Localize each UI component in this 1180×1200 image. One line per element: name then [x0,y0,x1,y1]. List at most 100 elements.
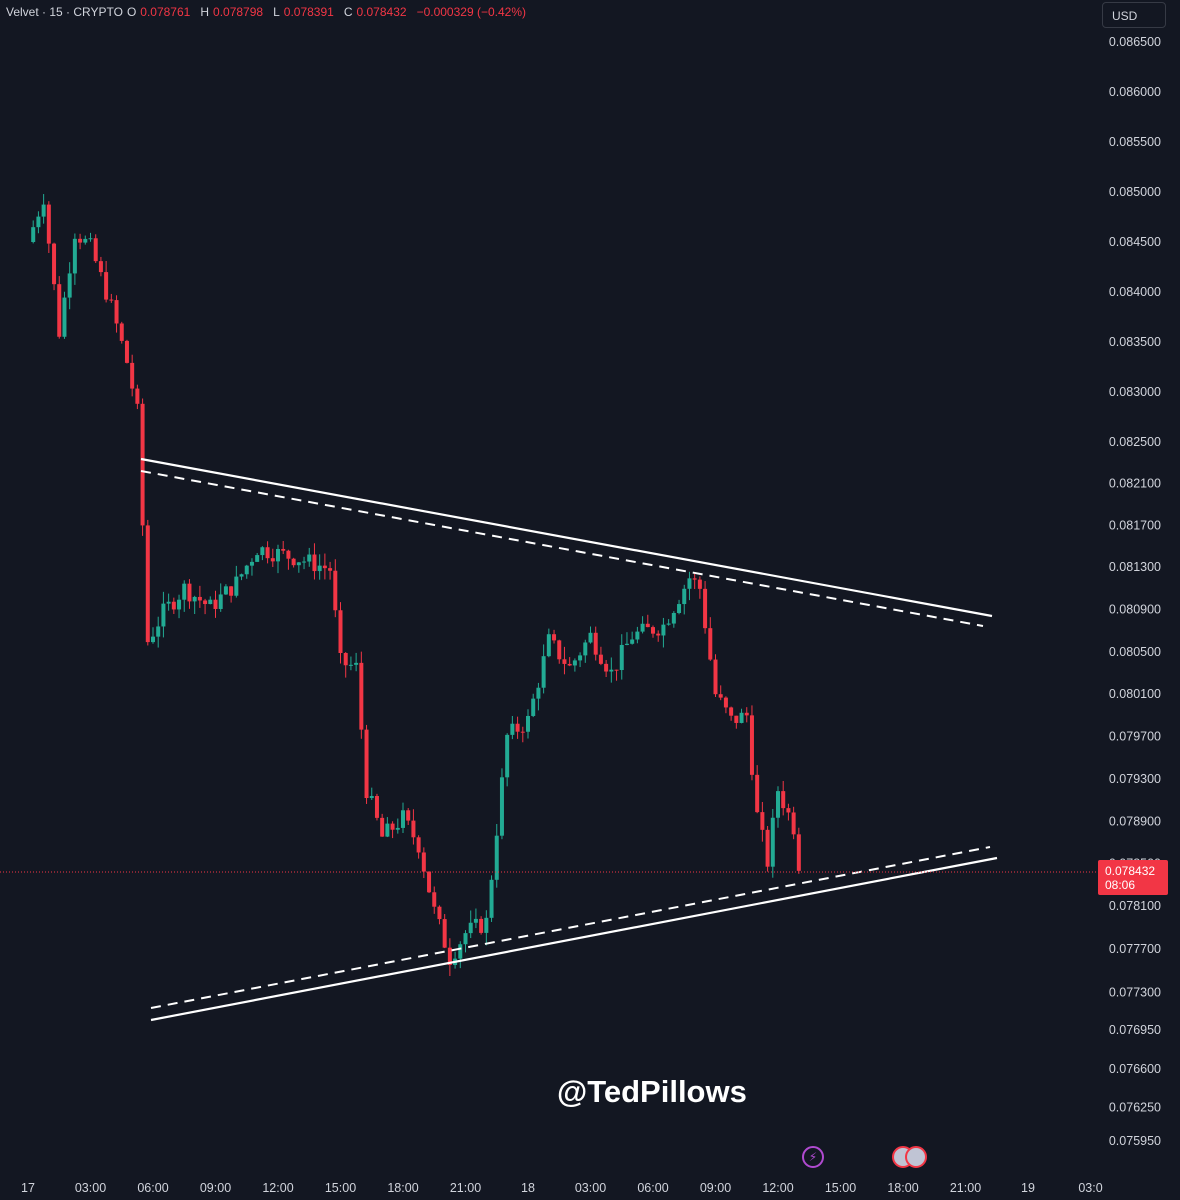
y-tick-label: 0.086000 [1109,85,1161,99]
candle-body [703,588,708,629]
candle-body [437,906,442,920]
candle-body [458,944,463,959]
x-tick-label: 19 [1021,1181,1035,1195]
candle-body [276,548,280,562]
change-value: −0.000329 (−0.42%) [416,5,526,19]
low-label: L [273,5,280,19]
candle-body [239,574,244,577]
candle-body [88,238,93,240]
candle-body [494,835,499,880]
y-tick-label: 0.084000 [1109,285,1161,299]
candle-body [656,633,661,636]
y-tick-label: 0.077300 [1109,985,1161,999]
candle-body [593,632,598,655]
candle-body [83,238,88,243]
candle-body [322,565,327,569]
x-tick-label: 15:00 [825,1181,856,1195]
candle-body [114,300,119,324]
candle-body [520,731,525,733]
candle-body [270,558,275,562]
candle-body [374,796,379,818]
y-tick-label: 0.080500 [1109,645,1161,659]
candle-body [234,576,239,596]
candle-body [510,723,515,735]
candle-body [348,664,353,666]
candle-body [421,852,426,872]
x-tick-label: 15:00 [325,1181,356,1195]
currency-selector[interactable]: USD [1102,2,1166,28]
candle-body [583,642,588,656]
candle-body [151,636,155,643]
lower-trendline-dashed [150,846,991,1009]
x-tick-label: 06:00 [637,1181,668,1195]
candle-body [624,643,629,645]
candle-body [187,583,192,602]
candle-body [411,820,416,838]
y-tick-label: 0.085500 [1109,135,1161,149]
candle-body [52,243,57,285]
upper-trendline-solid [140,457,993,618]
us-flag-icon-secondary[interactable] [905,1146,927,1168]
candle-body [67,273,72,298]
candle-body [760,812,765,830]
candle-body [609,669,614,672]
candle-body [203,600,208,605]
candle-body [338,610,343,654]
last-price-tag: 0.078432 08:06 [1098,860,1168,895]
candle-body [135,388,140,404]
candle-body [197,596,202,601]
x-tick-label: 17 [21,1181,35,1195]
candle-body [546,634,551,657]
candle-body [744,712,749,716]
x-tick-label: 03:00 [75,1181,106,1195]
candle-body [229,586,234,596]
candle-body [328,568,333,571]
x-tick-label: 18:00 [887,1181,918,1195]
price-axis[interactable]: 0.086500 0.086000 0.085500 0.085000 0.084500… [1109,35,1161,1148]
candle-body [505,734,510,778]
candle-body [578,655,583,661]
candle-body [140,403,145,526]
candle-body [635,631,640,640]
candle-body [651,627,655,634]
candle-body [385,823,390,837]
candle-body [406,810,411,821]
candle-body [776,791,780,818]
y-tick-label: 0.081700 [1109,518,1161,532]
low-value: 0.078391 [283,5,334,19]
candle-body [213,599,218,609]
candle-body [223,586,228,595]
candle-body [723,697,728,708]
candle-body [249,561,254,566]
y-tick-label: 0.081300 [1109,560,1161,574]
candle-body [536,687,541,699]
candle-body [291,558,296,566]
candle-body [177,599,182,610]
lightning-icon[interactable]: ⚡ [802,1146,824,1168]
candle-body [208,599,213,605]
candle-body [416,837,421,853]
time-axis[interactable]: 17 03:00 06:00 09:00 12:00 15:00 18:00 21:00 18 0… [21,1181,1103,1195]
candle-body [463,933,468,945]
candle-body [218,594,223,609]
y-tick-label: 0.078100 [1109,899,1161,913]
y-tick-label: 0.079700 [1109,730,1161,744]
candle-body [98,261,103,273]
candle-body [302,561,307,563]
symbol-label[interactable]: Velvet · 15 · CRYPTO [6,5,123,19]
bar-countdown: 08:06 [1105,878,1136,892]
candle-body [333,570,338,611]
high-value: 0.078798 [213,5,264,19]
y-tick-label: 0.086500 [1109,35,1161,49]
candle-body [786,808,791,813]
x-tick-label: 18:00 [387,1181,418,1195]
candle-body [552,634,557,641]
y-tick-label: 0.080100 [1109,687,1161,701]
candle-body [442,919,447,948]
candle-body [312,554,317,572]
y-tick-label: 0.083500 [1109,335,1161,349]
x-tick-label: 09:00 [700,1181,731,1195]
candle-body [119,323,124,341]
y-tick-label: 0.076600 [1109,1062,1161,1076]
